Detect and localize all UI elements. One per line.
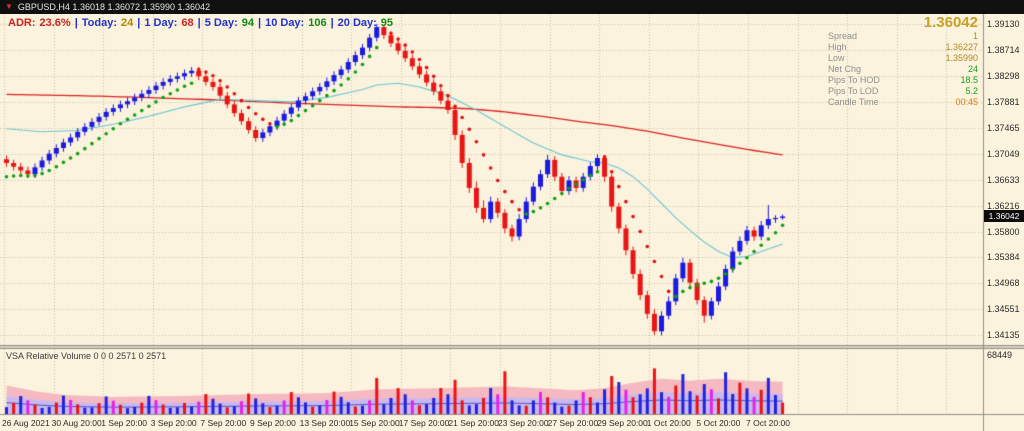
info-row: Candle Time 00:45: [828, 97, 978, 108]
time-axis-label: 29 Sep 20:00: [597, 418, 648, 428]
time-axis-label: 7 Oct 20:00: [746, 418, 790, 428]
adr-item-label: 10 Day:: [265, 17, 305, 29]
price-axis-label: 1.36633: [987, 174, 1020, 185]
price-axis-label: 1.37881: [987, 96, 1020, 107]
time-axis-label: 15 Sep 20:00: [349, 418, 400, 428]
price-axis-label: 1.37465: [987, 122, 1020, 133]
big-price: 1.36042: [923, 14, 978, 31]
adr-item-label: 5 Day:: [204, 17, 238, 29]
volume-scale-label: 68449: [987, 350, 1013, 360]
adr-item-label: 20 Day:: [337, 17, 377, 29]
info-row-value: 00:45: [955, 97, 978, 107]
price-axis-label: 1.38714: [987, 44, 1020, 55]
time-axis-label: 7 Sep 20:00: [200, 418, 247, 428]
price-axis-label: 1.38298: [987, 70, 1020, 81]
info-row: Spread 1: [828, 31, 978, 42]
adr-separator: |: [258, 17, 262, 29]
info-row-label: Pips To LOD: [828, 86, 879, 96]
time-axis-label: 9 Sep 20:00: [250, 418, 296, 428]
price-axis-label: 1.37049: [987, 148, 1020, 159]
adr-item-value: 106: [308, 17, 327, 29]
info-row-label: Pips To HOD: [828, 75, 880, 85]
price-axis-label: 1.34551: [987, 304, 1020, 315]
time-axis-label: 21 Sep 20:00: [448, 418, 499, 428]
info-row: Pips To HOD 18.5: [828, 75, 978, 86]
time-axis-label: 1 Sep 20:00: [101, 418, 148, 428]
info-row-value: 18.5: [960, 75, 978, 85]
price-axis-label: 1.35384: [987, 252, 1020, 263]
info-row-value: 1: [972, 31, 978, 41]
adr-item-value: 68: [181, 17, 194, 29]
symbol-label: GBPUSD,H4 1.36018 1.36072 1.35990 1.3604…: [17, 2, 211, 12]
time-axis-label: 5 Oct 20:00: [696, 418, 741, 428]
adr-separator: |: [137, 17, 141, 29]
info-row-value: 24: [967, 64, 978, 74]
adr-bar: ADR: 23.6% | Today: 24 | 1 Day: 68 | 5 Day: 94 | 10 …: [8, 17, 397, 29]
titlebar: ▼ GBPUSD,H4 1.36018 1.36072 1.35990 1.36…: [0, 0, 1024, 14]
symbol-triangle-icon: ▼: [5, 2, 13, 11]
adr-separator: |: [197, 17, 201, 29]
adr-item-value: 23.6%: [39, 17, 71, 29]
info-row-value: 5.2: [965, 86, 978, 96]
adr-item-value: 95: [380, 17, 394, 29]
info-row-value: 1.35990: [945, 53, 978, 63]
adr-item-value: 24: [121, 17, 134, 29]
price-axis-label: 1.39130: [987, 18, 1020, 29]
time-axis-label: 23 Sep 20:00: [498, 418, 549, 428]
info-row-label: Spread: [828, 31, 858, 41]
info-panel: 1.36042 Spread 1 High 1.36227 Low 1.35990 Net …: [828, 14, 978, 108]
adr-item-label: 1 Day:: [144, 17, 178, 29]
price-axis-label: 1.34968: [987, 278, 1020, 289]
time-axis-label: 30 Aug 20:00: [51, 418, 102, 428]
price-badge: 1.36042: [984, 210, 1024, 223]
info-row-label: Net Chg: [828, 64, 862, 74]
adr-item-label: ADR:: [8, 17, 36, 29]
price-axis-label: 1.34135: [987, 330, 1020, 341]
time-axis-label: 27 Sep 20:00: [547, 418, 599, 428]
adr-separator: |: [74, 17, 78, 29]
info-row: Net Chg 24: [828, 64, 978, 75]
price-axis-label: 1.35800: [987, 226, 1020, 237]
time-axis-label: 3 Sep 20:00: [150, 418, 197, 428]
volume-indicator-label: VSA Relative Volume 0 0 0 2571 0 2571: [6, 351, 167, 361]
info-row: Low 1.35990: [828, 53, 978, 64]
time-axis-label: 26 Aug 2021: [2, 418, 50, 428]
info-row-label: Candle Time: [828, 97, 879, 107]
time-axis-label: 1 Oct 20:00: [646, 418, 691, 428]
time-axis-label: 13 Sep 20:00: [299, 418, 351, 428]
price-axis-label: 1.36216: [987, 200, 1020, 211]
info-row: High 1.36227: [828, 42, 978, 53]
info-row-label: High: [828, 42, 847, 52]
info-row-value: 1.36227: [945, 42, 978, 52]
adr-separator: |: [330, 17, 334, 29]
adr-item-label: Today:: [81, 17, 118, 29]
time-axis-label: 17 Sep 20:00: [398, 418, 450, 428]
info-row: Pips To LOD 5.2: [828, 86, 978, 97]
adr-item-value: 94: [241, 17, 254, 29]
info-row-label: Low: [828, 53, 845, 63]
